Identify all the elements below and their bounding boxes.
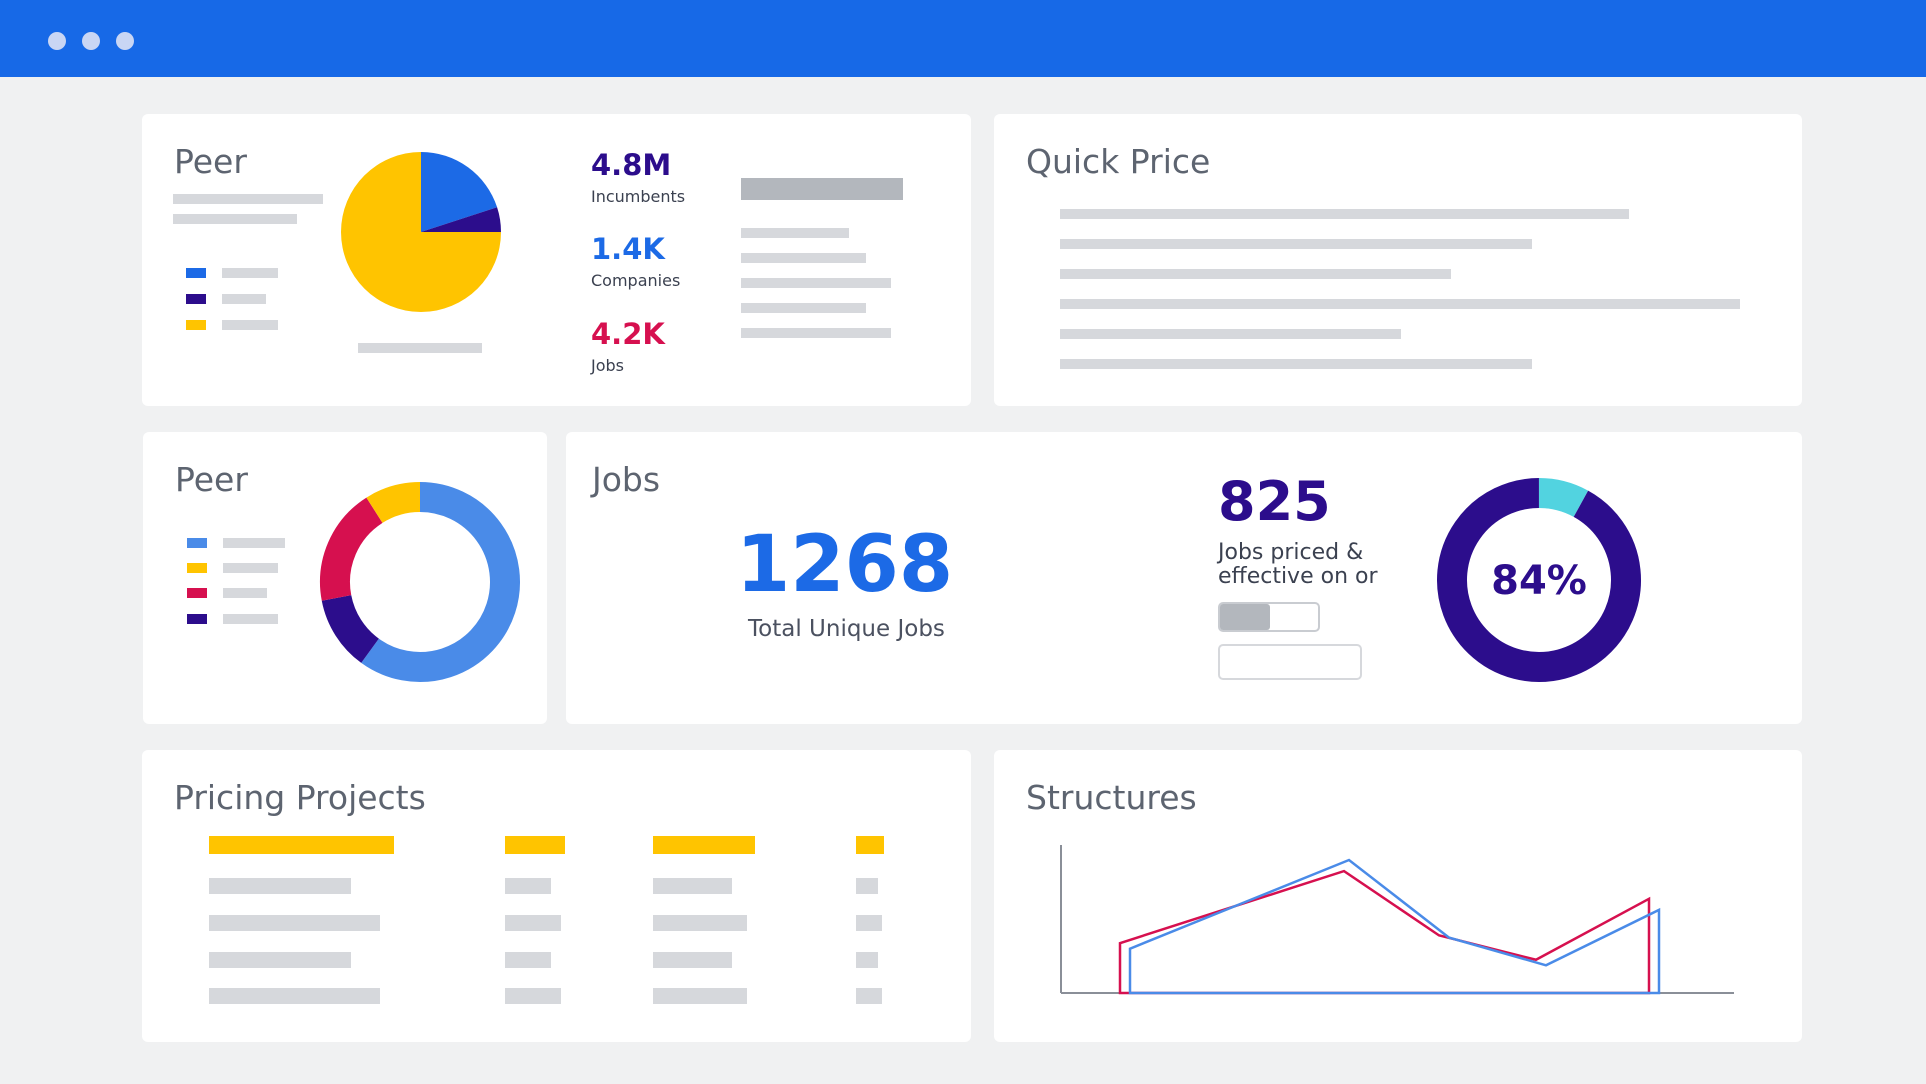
legend-swatch-crimson: [187, 588, 207, 598]
legend-swatch-blue: [186, 268, 206, 278]
structures-line-chart: [1060, 845, 1734, 995]
stat-jobs-label: Jobs: [591, 356, 624, 375]
window-dot-maximize[interactable]: [116, 32, 134, 50]
table-header-placeholder: [505, 836, 565, 854]
placeholder-line: [741, 328, 891, 338]
table-header-placeholder: [856, 836, 884, 854]
effective-date-input[interactable]: [1218, 644, 1362, 680]
jobs-priced-label-line1: Jobs priced &: [1218, 540, 1364, 565]
card-title: Peer: [174, 142, 247, 181]
table-cell-placeholder: [856, 952, 878, 968]
stat-incumbents-label: Incumbents: [591, 187, 686, 206]
table-cell-placeholder: [653, 915, 747, 931]
placeholder-line: [741, 278, 891, 288]
jobs-priced-label-line2: effective on or: [1218, 564, 1378, 589]
legend-swatch-indigo: [187, 614, 207, 624]
table-cell-placeholder: [209, 878, 351, 894]
card-title: Structures: [1026, 778, 1197, 817]
jobs-card: Jobs 1268 Total Unique Jobs 825 Jobs pri…: [566, 432, 1802, 724]
placeholder-line: [1060, 269, 1451, 279]
legend-label-placeholder: [222, 320, 278, 330]
card-title: Quick Price: [1026, 142, 1211, 181]
peer-donut-chart: [320, 482, 520, 682]
table-cell-placeholder: [856, 878, 878, 894]
total-unique-jobs-label: Total Unique Jobs: [748, 616, 945, 642]
legend-swatch-yellow: [187, 563, 207, 573]
pie-slice-yellow: [341, 152, 501, 312]
window-titlebar: [0, 0, 1926, 77]
toggle-knob: [1220, 604, 1270, 630]
series-line-0: [1118, 869, 1651, 995]
stat-incumbents-value: 4.8M: [591, 148, 672, 182]
effective-toggle[interactable]: [1218, 602, 1320, 632]
table-cell-placeholder: [653, 988, 747, 1004]
placeholder-line: [1060, 239, 1532, 249]
placeholder-line: [1060, 359, 1532, 369]
stat-companies-value: 1.4K: [591, 232, 665, 266]
placeholder-line: [358, 343, 482, 353]
quick-price-card: Quick Price: [994, 114, 1802, 406]
table-cell-placeholder: [856, 988, 882, 1004]
peer-summary-card: Peer 4.8M Incumbents 1.4K Companies 4.2K…: [142, 114, 971, 406]
placeholder-line: [741, 303, 866, 313]
pie-slice-indigo: [421, 207, 501, 232]
peer-pie-chart: [341, 152, 501, 312]
stat-jobs-value: 4.2K: [591, 317, 665, 351]
table-cell-placeholder: [856, 915, 882, 931]
legend-swatch-indigo: [186, 294, 206, 304]
donut-segment-yellow: [366, 482, 421, 524]
placeholder-line: [741, 253, 866, 263]
placeholder-line: [741, 228, 849, 238]
table-cell-placeholder: [505, 915, 561, 931]
window-dot-minimize[interactable]: [82, 32, 100, 50]
table-cell-placeholder: [653, 878, 732, 894]
placeholder-line: [1060, 299, 1740, 309]
placeholder-line: [173, 194, 323, 204]
window-dot-close[interactable]: [48, 32, 66, 50]
legend-swatch-light-blue: [187, 538, 207, 548]
legend-label-placeholder: [223, 538, 285, 548]
table-cell-placeholder: [653, 952, 732, 968]
donut-segment-indigo: [321, 594, 380, 663]
card-title: Peer: [175, 460, 248, 499]
placeholder-line: [1060, 329, 1401, 339]
donut-segment-crimson: [320, 497, 383, 601]
stat-companies-label: Companies: [591, 271, 681, 290]
donut-segment-light-blue: [361, 482, 520, 682]
legend-swatch-yellow: [186, 320, 206, 330]
peer-donut-card: Peer: [143, 432, 547, 724]
jobs-priced-value: 825: [1218, 470, 1331, 533]
pie-slice-blue: [421, 152, 498, 232]
total-unique-jobs-value: 1268: [736, 520, 954, 610]
table-cell-placeholder: [505, 988, 561, 1004]
table-header-placeholder: [653, 836, 755, 854]
placeholder-line: [173, 214, 297, 224]
card-title: Pricing Projects: [174, 778, 426, 817]
legend-label-placeholder: [222, 268, 278, 278]
structures-card: Structures: [994, 750, 1802, 1042]
table-header-placeholder: [209, 836, 394, 854]
jobs-priced-percent-donut: [1437, 478, 1641, 682]
table-cell-placeholder: [209, 915, 380, 931]
series-line-1: [1128, 858, 1661, 995]
table-cell-placeholder: [209, 952, 351, 968]
placeholder-header-bar: [741, 178, 903, 200]
card-title: Jobs: [592, 460, 661, 499]
percent-ring-filled: [1437, 478, 1641, 682]
legend-label-placeholder: [223, 563, 278, 573]
legend-label-placeholder: [223, 614, 278, 624]
percent-ring-remainder: [1538, 478, 1589, 518]
pricing-projects-card: Pricing Projects: [142, 750, 971, 1042]
table-cell-placeholder: [505, 952, 551, 968]
table-cell-placeholder: [209, 988, 380, 1004]
legend-label-placeholder: [222, 294, 266, 304]
placeholder-line: [1060, 209, 1629, 219]
legend-label-placeholder: [223, 588, 267, 598]
jobs-priced-percent: 84%: [1491, 558, 1587, 604]
table-cell-placeholder: [505, 878, 551, 894]
